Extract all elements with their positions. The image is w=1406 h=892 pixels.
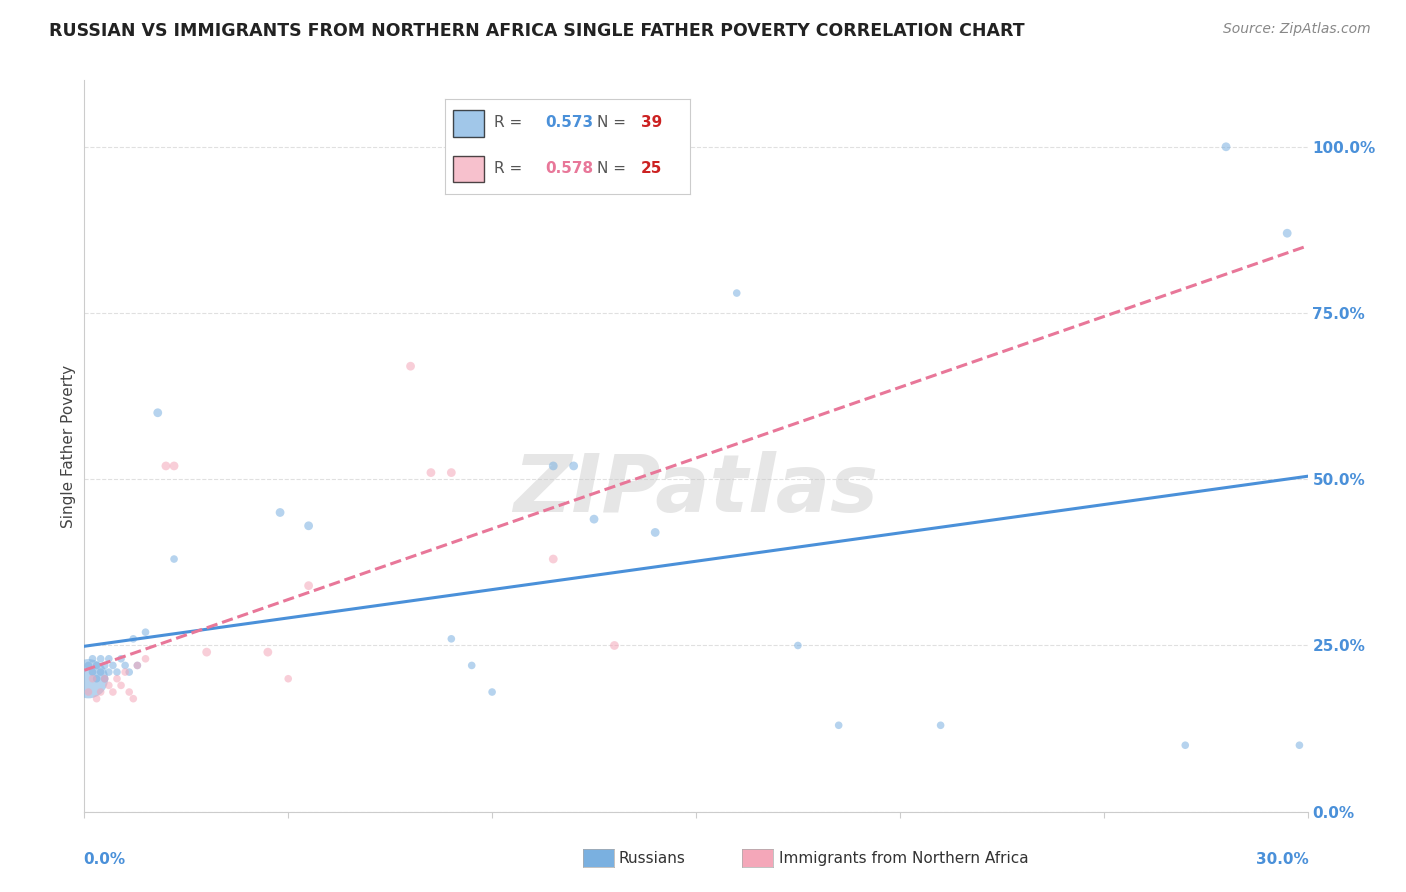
- Point: [105, 665, 128, 679]
- Point: [86, 658, 108, 673]
- Point: [787, 639, 810, 653]
- Point: [269, 506, 291, 520]
- Point: [461, 658, 484, 673]
- Point: [110, 678, 132, 692]
- Point: [828, 718, 851, 732]
- Point: [101, 658, 124, 673]
- Point: [440, 632, 463, 646]
- Point: [114, 658, 136, 673]
- Point: [298, 518, 321, 533]
- Point: [1174, 738, 1197, 752]
- Point: [481, 685, 503, 699]
- Point: [114, 665, 136, 679]
- Point: [440, 466, 463, 480]
- Point: [127, 658, 149, 673]
- Point: [929, 718, 952, 732]
- Point: [420, 466, 443, 480]
- Point: [82, 652, 104, 666]
- Point: [93, 672, 117, 686]
- Point: [399, 359, 422, 374]
- Point: [122, 632, 145, 646]
- Point: [257, 645, 280, 659]
- Point: [118, 665, 141, 679]
- Y-axis label: Single Father Poverty: Single Father Poverty: [60, 365, 76, 527]
- Point: [725, 286, 748, 301]
- Point: [644, 525, 666, 540]
- Point: [603, 639, 626, 653]
- Point: [543, 458, 565, 473]
- Text: RUSSIAN VS IMMIGRANTS FROM NORTHERN AFRICA SINGLE FATHER POVERTY CORRELATION CHA: RUSSIAN VS IMMIGRANTS FROM NORTHERN AFRI…: [49, 22, 1025, 40]
- Text: 30.0%: 30.0%: [1256, 852, 1309, 867]
- Point: [583, 512, 606, 526]
- Point: [1215, 140, 1237, 154]
- Point: [135, 625, 157, 640]
- Point: [86, 672, 108, 686]
- Point: [77, 658, 100, 673]
- Point: [86, 691, 108, 706]
- Point: [105, 672, 128, 686]
- Point: [82, 672, 104, 686]
- Point: [90, 652, 112, 666]
- Point: [562, 458, 585, 473]
- Point: [90, 665, 112, 679]
- Point: [195, 645, 218, 659]
- Point: [97, 665, 120, 679]
- Point: [127, 658, 149, 673]
- Point: [82, 665, 104, 679]
- Text: 0.0%: 0.0%: [83, 852, 125, 867]
- Point: [163, 458, 186, 473]
- Point: [97, 652, 120, 666]
- Point: [97, 678, 120, 692]
- Point: [543, 552, 565, 566]
- Point: [93, 658, 117, 673]
- Point: [1277, 226, 1299, 240]
- Point: [101, 685, 124, 699]
- Point: [163, 552, 186, 566]
- Text: Immigrants from Northern Africa: Immigrants from Northern Africa: [779, 852, 1029, 866]
- Point: [122, 691, 145, 706]
- Point: [146, 406, 169, 420]
- Point: [77, 672, 100, 686]
- Point: [110, 652, 132, 666]
- Text: ZIPatlas: ZIPatlas: [513, 450, 879, 529]
- Point: [277, 672, 299, 686]
- Text: Source: ZipAtlas.com: Source: ZipAtlas.com: [1223, 22, 1371, 37]
- Point: [1288, 738, 1310, 752]
- Text: Russians: Russians: [619, 852, 686, 866]
- Point: [77, 685, 100, 699]
- Point: [298, 579, 321, 593]
- Point: [90, 685, 112, 699]
- Point: [135, 652, 157, 666]
- Point: [93, 672, 117, 686]
- Point: [118, 685, 141, 699]
- Point: [155, 458, 177, 473]
